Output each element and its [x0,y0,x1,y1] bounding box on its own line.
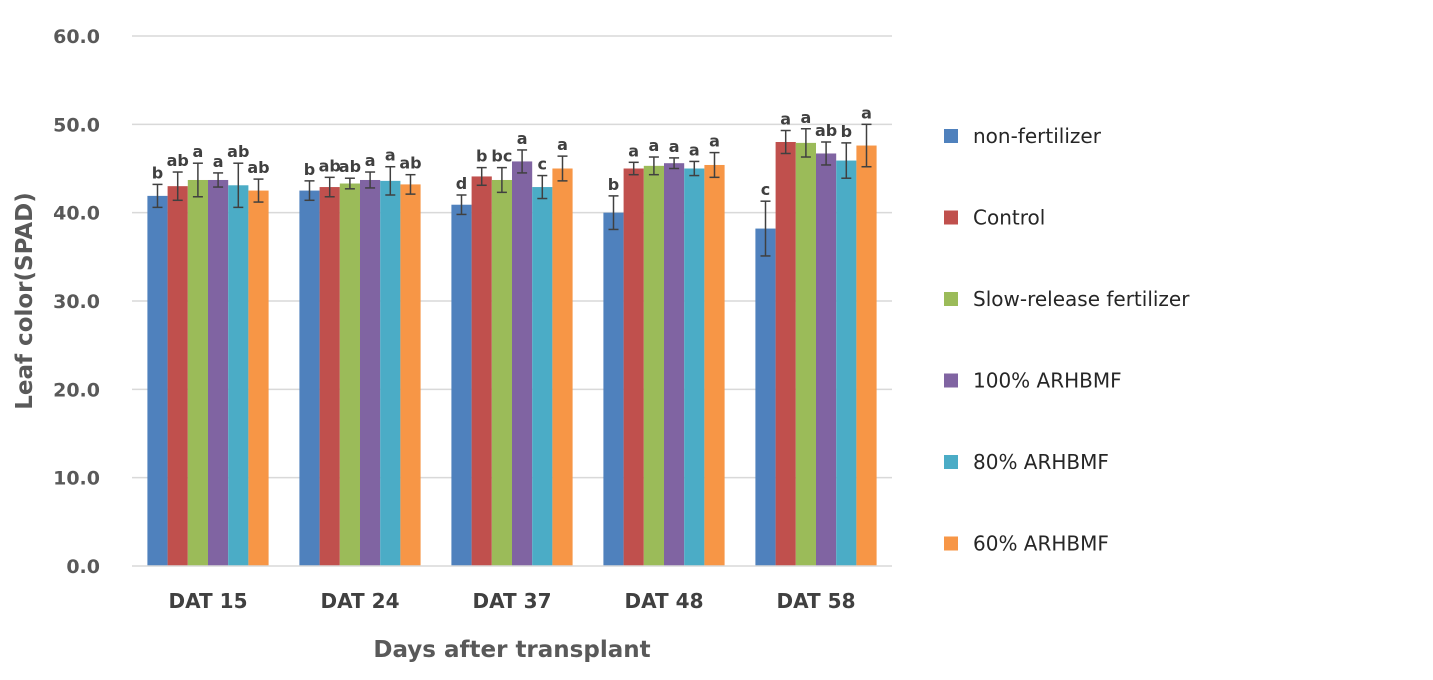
significance-letter: a [780,110,791,129]
bar [664,163,685,566]
bar [552,168,573,566]
bar [684,168,705,566]
y-tick-label: 50.0 [53,114,100,136]
significance-letter: a [385,146,396,165]
significance-letter: c [538,155,547,174]
bar [299,190,320,567]
x-axis-title: Days after transplant [373,637,650,663]
significance-letter: ab [247,158,269,177]
significance-letter: a [801,108,812,127]
legend-item: non-fertilizer [944,124,1102,148]
significance-letter: a [649,136,660,155]
bar [755,228,776,567]
legend-label: 100% ARHBMF [973,369,1122,393]
bar [319,187,340,567]
significance-letter: a [517,129,528,148]
x-category-label: DAT 37 [473,589,552,613]
significance-letter: ab [227,142,249,161]
bar [491,179,512,566]
bar [360,179,381,566]
bar [400,184,421,566]
bar [187,179,208,566]
legend-item: 80% ARHBMF [944,450,1109,474]
legend-item: 100% ARHBMF [944,369,1122,393]
y-tick-label: 20.0 [53,379,100,401]
significance-letter: a [709,132,720,151]
significance-letter: a [669,137,680,156]
significance-letter: b [304,160,315,179]
y-tick-label: 30.0 [53,291,100,313]
bar [856,145,877,567]
legend-swatch [944,536,958,551]
legend-item: Control [944,206,1045,230]
legend-swatch [944,292,958,306]
significance-letter: d [456,174,467,193]
significance-letter: ab [815,121,837,140]
legend-label: Slow-release fertilizer [973,287,1190,311]
x-category-label: DAT 15 [169,589,248,613]
bar [471,176,492,566]
y-tick-label: 10.0 [53,468,100,490]
legend-label: 60% ARHBMF [973,532,1109,556]
y-tick-label: 0.0 [66,556,100,578]
bar [704,164,725,566]
bar [816,153,837,566]
bar [532,187,553,567]
legend: non-fertilizer Control Slow-release fertil… [944,124,1190,556]
bar [228,185,249,567]
x-category-label: DAT 24 [321,589,400,613]
bar [603,212,624,566]
legend-swatch [944,455,958,469]
significance-letter: ab [339,157,361,176]
significance-letter: c [761,180,770,199]
bar [451,204,472,566]
significance-letter: ab [399,154,421,173]
y-tick-label: 40.0 [53,203,100,225]
significance-letter: bc [491,147,512,166]
bar [836,160,857,567]
legend-item: Slow-release fertilizer [944,287,1190,311]
bar [167,186,188,566]
x-axis-categories: DAT 15 DAT 24 DAT 37 DAT 48 DAT 58 [169,589,856,613]
significance-letter: b [152,163,163,182]
y-axis-ticks: 0.0 10.0 20.0 30.0 40.0 50.0 60.0 [53,26,100,578]
legend-swatch [944,129,958,143]
significance-letter: a [213,152,224,171]
significance-letter: b [476,147,487,166]
legend-label: 80% ARHBMF [973,450,1109,474]
y-axis-title: Leaf color(SPAD) [12,192,38,409]
legend-swatch [944,210,958,225]
legend-swatch [944,373,958,388]
bar [248,190,269,567]
significance-letter: ab [167,151,189,170]
error-bars [152,123,872,257]
bar [147,195,168,566]
bar [795,142,816,566]
bar [512,161,533,566]
significance-letter: a [628,141,639,160]
significance-letter: a [193,142,204,161]
bar [380,180,401,566]
significance-letter: a [557,135,568,154]
significance-letter: a [365,151,376,170]
legend-item: 60% ARHBMF [944,532,1109,556]
x-category-label: DAT 58 [777,589,856,613]
significance-letter: a [689,140,700,159]
significance-letter: ab [319,156,341,175]
bar [775,142,796,566]
bar [643,165,664,566]
significance-letter: b [608,175,619,194]
x-category-label: DAT 48 [625,589,704,613]
legend-label: Control [973,206,1045,230]
significance-letter: a [861,103,872,122]
significance-letter: b [841,122,852,141]
legend-label: non-fertilizer [973,124,1102,148]
bar [623,168,644,566]
bar [339,183,360,566]
y-tick-label: 60.0 [53,26,100,48]
bars [147,142,877,567]
bar [208,179,229,566]
